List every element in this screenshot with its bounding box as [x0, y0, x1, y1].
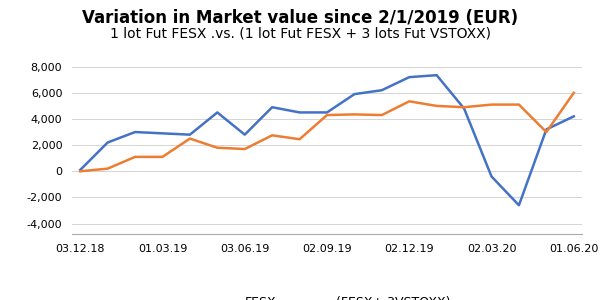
FESX: [214, 111, 221, 114]
FESX: [488, 175, 495, 178]
FESX: [543, 128, 550, 131]
(FESX+ 3VSTOXX): [351, 112, 358, 116]
Line: (FESX+ 3VSTOXX): (FESX+ 3VSTOXX): [80, 93, 574, 171]
Legend: FESX, (FESX+ 3VSTOXX): FESX, (FESX+ 3VSTOXX): [199, 292, 455, 300]
Line: FESX: FESX: [80, 75, 574, 205]
FESX: [323, 111, 331, 114]
FESX: [104, 141, 111, 144]
FESX: [378, 88, 385, 92]
FESX: [570, 115, 577, 118]
(FESX+ 3VSTOXX): [131, 155, 139, 159]
FESX: [131, 130, 139, 134]
(FESX+ 3VSTOXX): [187, 137, 194, 140]
(FESX+ 3VSTOXX): [543, 130, 550, 134]
(FESX+ 3VSTOXX): [488, 103, 495, 106]
FESX: [159, 131, 166, 135]
(FESX+ 3VSTOXX): [515, 103, 523, 106]
(FESX+ 3VSTOXX): [570, 91, 577, 94]
(FESX+ 3VSTOXX): [159, 155, 166, 159]
(FESX+ 3VSTOXX): [460, 105, 467, 109]
FESX: [269, 105, 276, 109]
FESX: [406, 75, 413, 79]
FESX: [460, 107, 467, 110]
(FESX+ 3VSTOXX): [104, 167, 111, 170]
(FESX+ 3VSTOXX): [77, 169, 84, 173]
(FESX+ 3VSTOXX): [433, 104, 440, 108]
(FESX+ 3VSTOXX): [214, 146, 221, 149]
FESX: [77, 168, 84, 172]
FESX: [433, 74, 440, 77]
(FESX+ 3VSTOXX): [296, 137, 303, 141]
(FESX+ 3VSTOXX): [269, 134, 276, 137]
FESX: [241, 133, 248, 136]
FESX: [515, 203, 523, 207]
Text: Variation in Market value since 2/1/2019 (EUR): Variation in Market value since 2/1/2019…: [82, 9, 518, 27]
(FESX+ 3VSTOXX): [406, 100, 413, 103]
(FESX+ 3VSTOXX): [241, 147, 248, 151]
FESX: [351, 92, 358, 96]
FESX: [296, 111, 303, 114]
FESX: [187, 133, 194, 136]
Text: 1 lot Fut FESX .vs. (1 lot Fut FESX + 3 lots Fut VSTOXX): 1 lot Fut FESX .vs. (1 lot Fut FESX + 3 …: [110, 26, 491, 40]
(FESX+ 3VSTOXX): [323, 113, 331, 117]
(FESX+ 3VSTOXX): [378, 113, 385, 117]
